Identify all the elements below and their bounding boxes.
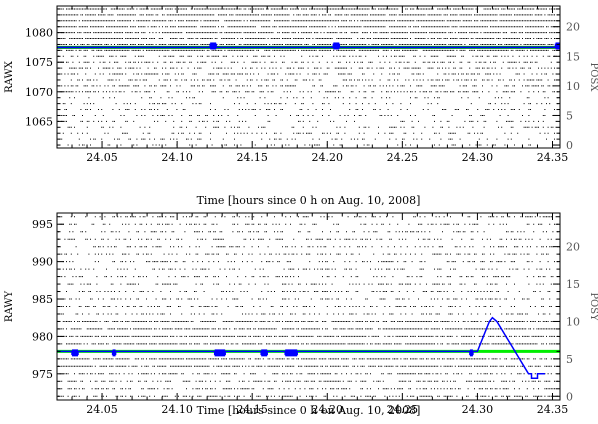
- x-axis-label: Time [hours since 0 h on Aug. 10, 2008]: [197, 404, 421, 417]
- trace-marker: [261, 349, 268, 357]
- y2-tick-label: 20: [566, 241, 580, 254]
- y2-tick-label: 0: [566, 139, 573, 152]
- trace-marker: [555, 42, 560, 50]
- x-tick-label: 24.35: [537, 403, 569, 416]
- event-dots: [58, 216, 560, 397]
- x-axis: 24.05 24.10 24.15 24.20 24.25 24.30 24.35: [71, 6, 569, 164]
- trace-marker: [469, 349, 473, 357]
- x-tick-label: 24.30: [462, 151, 494, 164]
- x-tick-label: 24.15: [236, 151, 268, 164]
- y2-tick-label: 20: [566, 21, 580, 34]
- event-dots: [58, 8, 560, 146]
- x-tick-label: 24.25: [387, 151, 419, 164]
- y-tick-label: 985: [32, 293, 53, 306]
- y2-tick-label: 15: [566, 278, 580, 291]
- y-tick-label: 995: [32, 218, 53, 231]
- x-axis: 24.05 24.10 24.15 24.20 24.25 24.30 24.35: [71, 213, 569, 416]
- y-axis-right: 0 5 10 15 20: [553, 8, 580, 152]
- y-tick-label: 990: [32, 256, 53, 269]
- y-axis-left: 975 980 985 990 995: [32, 216, 64, 397]
- plot-frame: [56, 5, 561, 149]
- x-axis-label: Time [hours since 0 h on Aug. 10, 2008]: [197, 194, 421, 207]
- chart-panel-rawx: 24.05 24.10 24.15 24.20 24.25 24.30 24.35 Time …: [4, 5, 598, 207]
- trace-marker: [112, 349, 116, 357]
- x-tick-label: 24.20: [312, 151, 344, 164]
- y2-tick-label: 0: [566, 390, 573, 403]
- y2-axis-label: POSX: [588, 63, 598, 93]
- y2-tick-label: 10: [566, 315, 580, 328]
- trace-marker: [285, 349, 298, 357]
- y-axis-label: RAWY: [4, 290, 15, 322]
- y-axis-label: RAWX: [4, 60, 15, 93]
- y2-axis-label: POSY: [588, 292, 598, 321]
- x-tick-label: 24.35: [537, 151, 569, 164]
- y2-tick-label: 5: [566, 109, 573, 122]
- position-trace-blue: [57, 316, 545, 380]
- y-tick-label: 1070: [25, 86, 53, 99]
- x-tick-label: 24.25: [387, 403, 419, 416]
- y2-tick-label: 15: [566, 50, 580, 63]
- x-tick-label: 24.05: [86, 403, 118, 416]
- trace-marker: [333, 42, 340, 50]
- x-tick-label: 24.15: [236, 403, 268, 416]
- y-tick-label: 1080: [25, 27, 53, 40]
- x-tick-label: 24.30: [462, 403, 494, 416]
- y-tick-label: 1075: [25, 56, 53, 69]
- trace-marker: [214, 349, 226, 357]
- chart-panel-rawy: 24.05 24.10 24.15 24.20 24.25 24.30 24.35 Time …: [4, 212, 598, 417]
- y-tick-label: 1065: [25, 115, 53, 128]
- y-axis-left: 1065 1070 1075 1080: [25, 8, 64, 146]
- y2-tick-label: 10: [566, 80, 580, 93]
- x-tick-label: 24.05: [86, 151, 118, 164]
- x-tick-label: 24.20: [312, 403, 344, 416]
- trace-marker: [72, 349, 79, 357]
- trace-marker: [210, 42, 217, 50]
- y2-tick-label: 5: [566, 353, 573, 366]
- y-axis-right: 0 5 10 15 20: [553, 216, 580, 403]
- x-tick-label: 24.10: [161, 403, 193, 416]
- y-tick-label: 980: [32, 330, 53, 343]
- y-tick-label: 975: [32, 368, 53, 381]
- x-tick-label: 24.10: [161, 151, 193, 164]
